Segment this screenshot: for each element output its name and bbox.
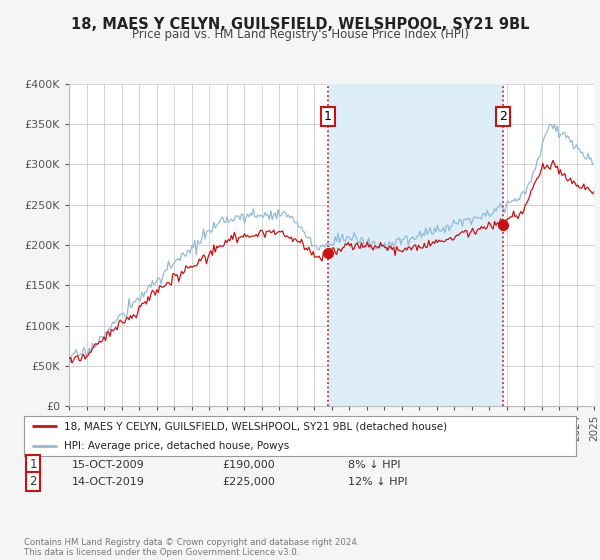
Text: 18, MAES Y CELYN, GUILSFIELD, WELSHPOOL, SY21 9BL: 18, MAES Y CELYN, GUILSFIELD, WELSHPOOL,… <box>71 17 529 32</box>
Text: 18, MAES Y CELYN, GUILSFIELD, WELSHPOOL, SY21 9BL (detached house): 18, MAES Y CELYN, GUILSFIELD, WELSHPOOL,… <box>64 421 447 431</box>
Text: 12% ↓ HPI: 12% ↓ HPI <box>348 477 407 487</box>
Text: 15-OCT-2009: 15-OCT-2009 <box>72 460 145 470</box>
Text: 2: 2 <box>29 475 37 488</box>
Text: 14-OCT-2019: 14-OCT-2019 <box>72 477 145 487</box>
Text: 1: 1 <box>324 110 332 123</box>
Text: Contains HM Land Registry data © Crown copyright and database right 2024.
This d: Contains HM Land Registry data © Crown c… <box>24 538 359 557</box>
Text: £225,000: £225,000 <box>222 477 275 487</box>
Bar <box>328 84 503 406</box>
Text: HPI: Average price, detached house, Powys: HPI: Average price, detached house, Powy… <box>64 441 289 451</box>
Text: £190,000: £190,000 <box>222 460 275 470</box>
Text: 2: 2 <box>499 110 507 123</box>
Text: 8% ↓ HPI: 8% ↓ HPI <box>348 460 401 470</box>
Text: Price paid vs. HM Land Registry's House Price Index (HPI): Price paid vs. HM Land Registry's House … <box>131 28 469 41</box>
Text: 1: 1 <box>29 458 37 472</box>
